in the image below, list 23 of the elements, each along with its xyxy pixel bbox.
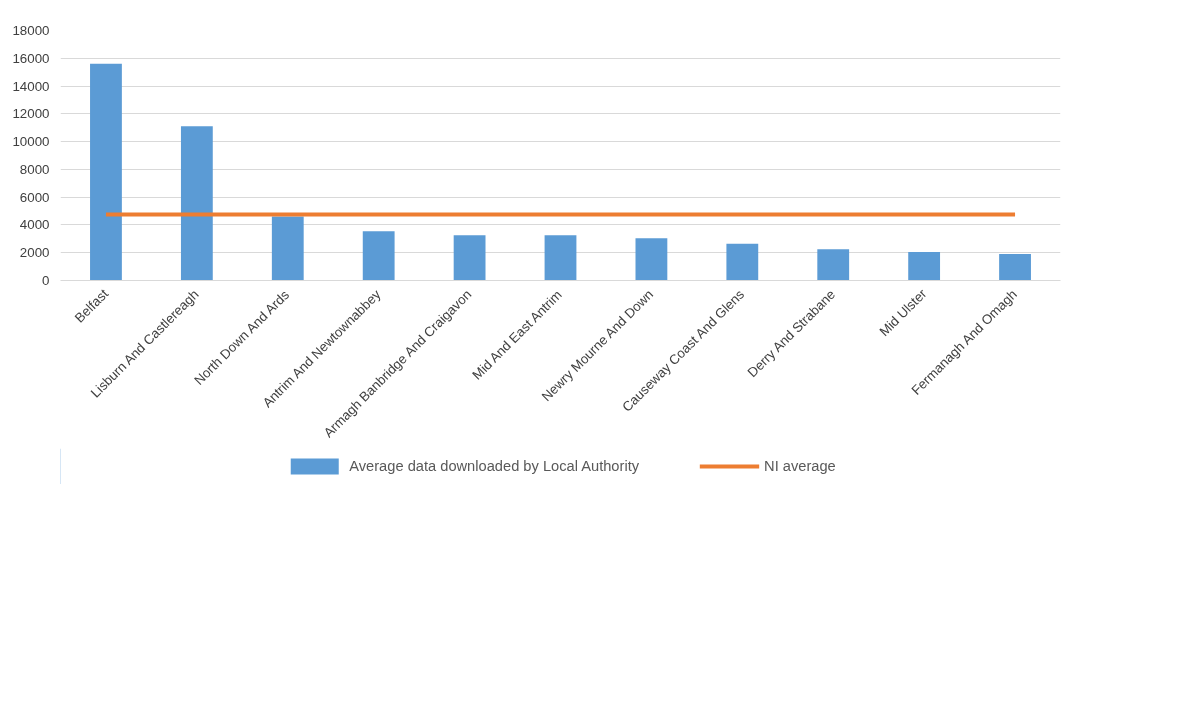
y-tick-label: 2000: [19, 245, 50, 261]
legend-label: Average data downloaded by Local Authority: [349, 458, 640, 474]
y-tick-label: 16000: [12, 50, 50, 66]
y-tick-label: 18000: [12, 23, 50, 38]
bar: [453, 235, 486, 281]
bar: [726, 243, 759, 281]
y-tick-label: 6000: [19, 189, 50, 205]
y-tick-label: 4000: [19, 217, 50, 233]
y-tick-label: 8000: [19, 161, 50, 177]
y-tick-label: 12000: [12, 106, 50, 122]
bar: [635, 238, 668, 281]
legend-label: NI average: [764, 458, 836, 474]
y-tick-label: 10000: [12, 134, 50, 150]
bar: [362, 231, 395, 281]
y-tick-label: 0: [42, 273, 50, 288]
bar: [817, 249, 850, 281]
y-tick-label: 14000: [12, 78, 50, 94]
bar: [999, 254, 1031, 281]
bar: [90, 63, 122, 281]
bar: [544, 235, 577, 281]
bar: [271, 216, 304, 281]
bar: [908, 252, 941, 281]
bar: [180, 126, 213, 281]
